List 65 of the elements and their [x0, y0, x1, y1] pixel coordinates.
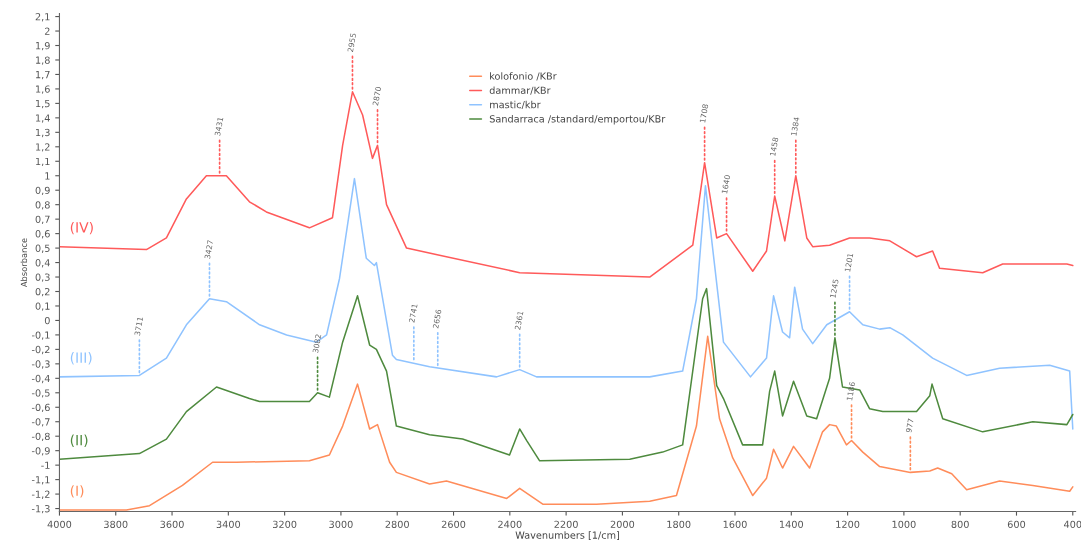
legend-label: mastic/kbr [490, 100, 541, 110]
y-tick-label: 1 [45, 172, 50, 180]
y-tick-label: -1,1 [31, 476, 50, 485]
x-tick-label: 800 [951, 520, 969, 528]
legend-label: Sandarraca /standard/emportou/KBr [489, 115, 666, 125]
legend-label: dammar/KBr [489, 86, 551, 95]
y-tick-label: 1,9 [36, 41, 50, 51]
y-tick-label: 0,6 [35, 230, 50, 239]
y-tick-label: 0,2 [35, 287, 50, 297]
x-tick-label: 1600 [723, 520, 747, 528]
x-tick-label: 3800 [104, 520, 128, 528]
y-tick-label: 1,7 [36, 71, 50, 80]
y-tick-label: 0,3 [35, 273, 50, 282]
y-tick-label: 1,3 [36, 128, 50, 138]
y-tick-label: -0,5 [31, 389, 50, 398]
x-tick-label: 3400 [216, 520, 241, 528]
y-tick-label: 1,5 [36, 99, 50, 109]
x-tick-label: 400 [1063, 520, 1081, 528]
annotation: (II) [70, 434, 88, 447]
y-tick-label: -0,1 [31, 331, 50, 340]
y-tick-label: 2 [44, 27, 50, 35]
y-tick-label: 0,7 [35, 215, 50, 224]
x-tick-label: 2000 [610, 520, 635, 528]
annotation: (I) [70, 485, 84, 498]
y-tick-label: 0,8 [35, 201, 50, 210]
annotation: (IV) [70, 221, 93, 235]
y-tick-label: -0,7 [31, 418, 50, 427]
y-tick-label: 1,2 [36, 143, 50, 152]
x-tick-label: 1800 [667, 520, 691, 528]
legend-label: kolofonio /KBr [490, 72, 557, 81]
annotation: (III) [70, 352, 92, 365]
y-tick-label: 0,5 [35, 244, 50, 253]
x-tick-label: 4000 [47, 520, 72, 528]
x-tick-label: 2200 [554, 520, 578, 528]
y-tick-label: -1,2 [31, 490, 50, 499]
y-tick-label: 1,4 [36, 114, 50, 123]
y-tick-label: 2,1 [35, 13, 50, 22]
y-tick-label: 0 [44, 316, 50, 325]
x-tick-label: 600 [1007, 520, 1026, 528]
y-tick-label: 1,6 [36, 85, 50, 94]
y-tick-label: -0,3 [31, 360, 50, 369]
y-tick-label: -0,4 [31, 374, 50, 384]
y-tick-label: 1,1 [36, 157, 50, 167]
x-axis-title: Wavenumbers [1/cm] [515, 531, 620, 540]
y-tick-label: -0,2 [31, 345, 50, 355]
x-tick-label: 1400 [780, 520, 804, 528]
y-tick-label: -0,9 [31, 447, 50, 456]
x-tick-label: 2600 [441, 520, 466, 528]
x-tick-label: 3000 [329, 520, 353, 528]
y-tick-label: 0,9 [35, 186, 50, 196]
x-tick-label: 1200 [836, 520, 860, 528]
y-tick-label: -1,3 [31, 505, 50, 514]
y-tick-label: -0,6 [31, 403, 50, 413]
y-tick-label: 0,1 [35, 302, 50, 311]
x-tick-label: 2400 [498, 520, 522, 528]
y-tick-label: 1,8 [36, 56, 50, 65]
x-tick-label: 2800 [385, 520, 409, 528]
line-series [59, 177, 1074, 430]
x-tick-label: 1000 [892, 520, 916, 528]
x-tick-label: 3200 [273, 520, 297, 528]
y-axis-title: Absorbance [20, 238, 28, 288]
y-tick-label: -0,8 [31, 432, 50, 442]
x-tick-label: 3600 [160, 520, 184, 528]
y-tick-label: 0,4 [35, 259, 50, 268]
y-tick-label: -1 [41, 461, 50, 469]
